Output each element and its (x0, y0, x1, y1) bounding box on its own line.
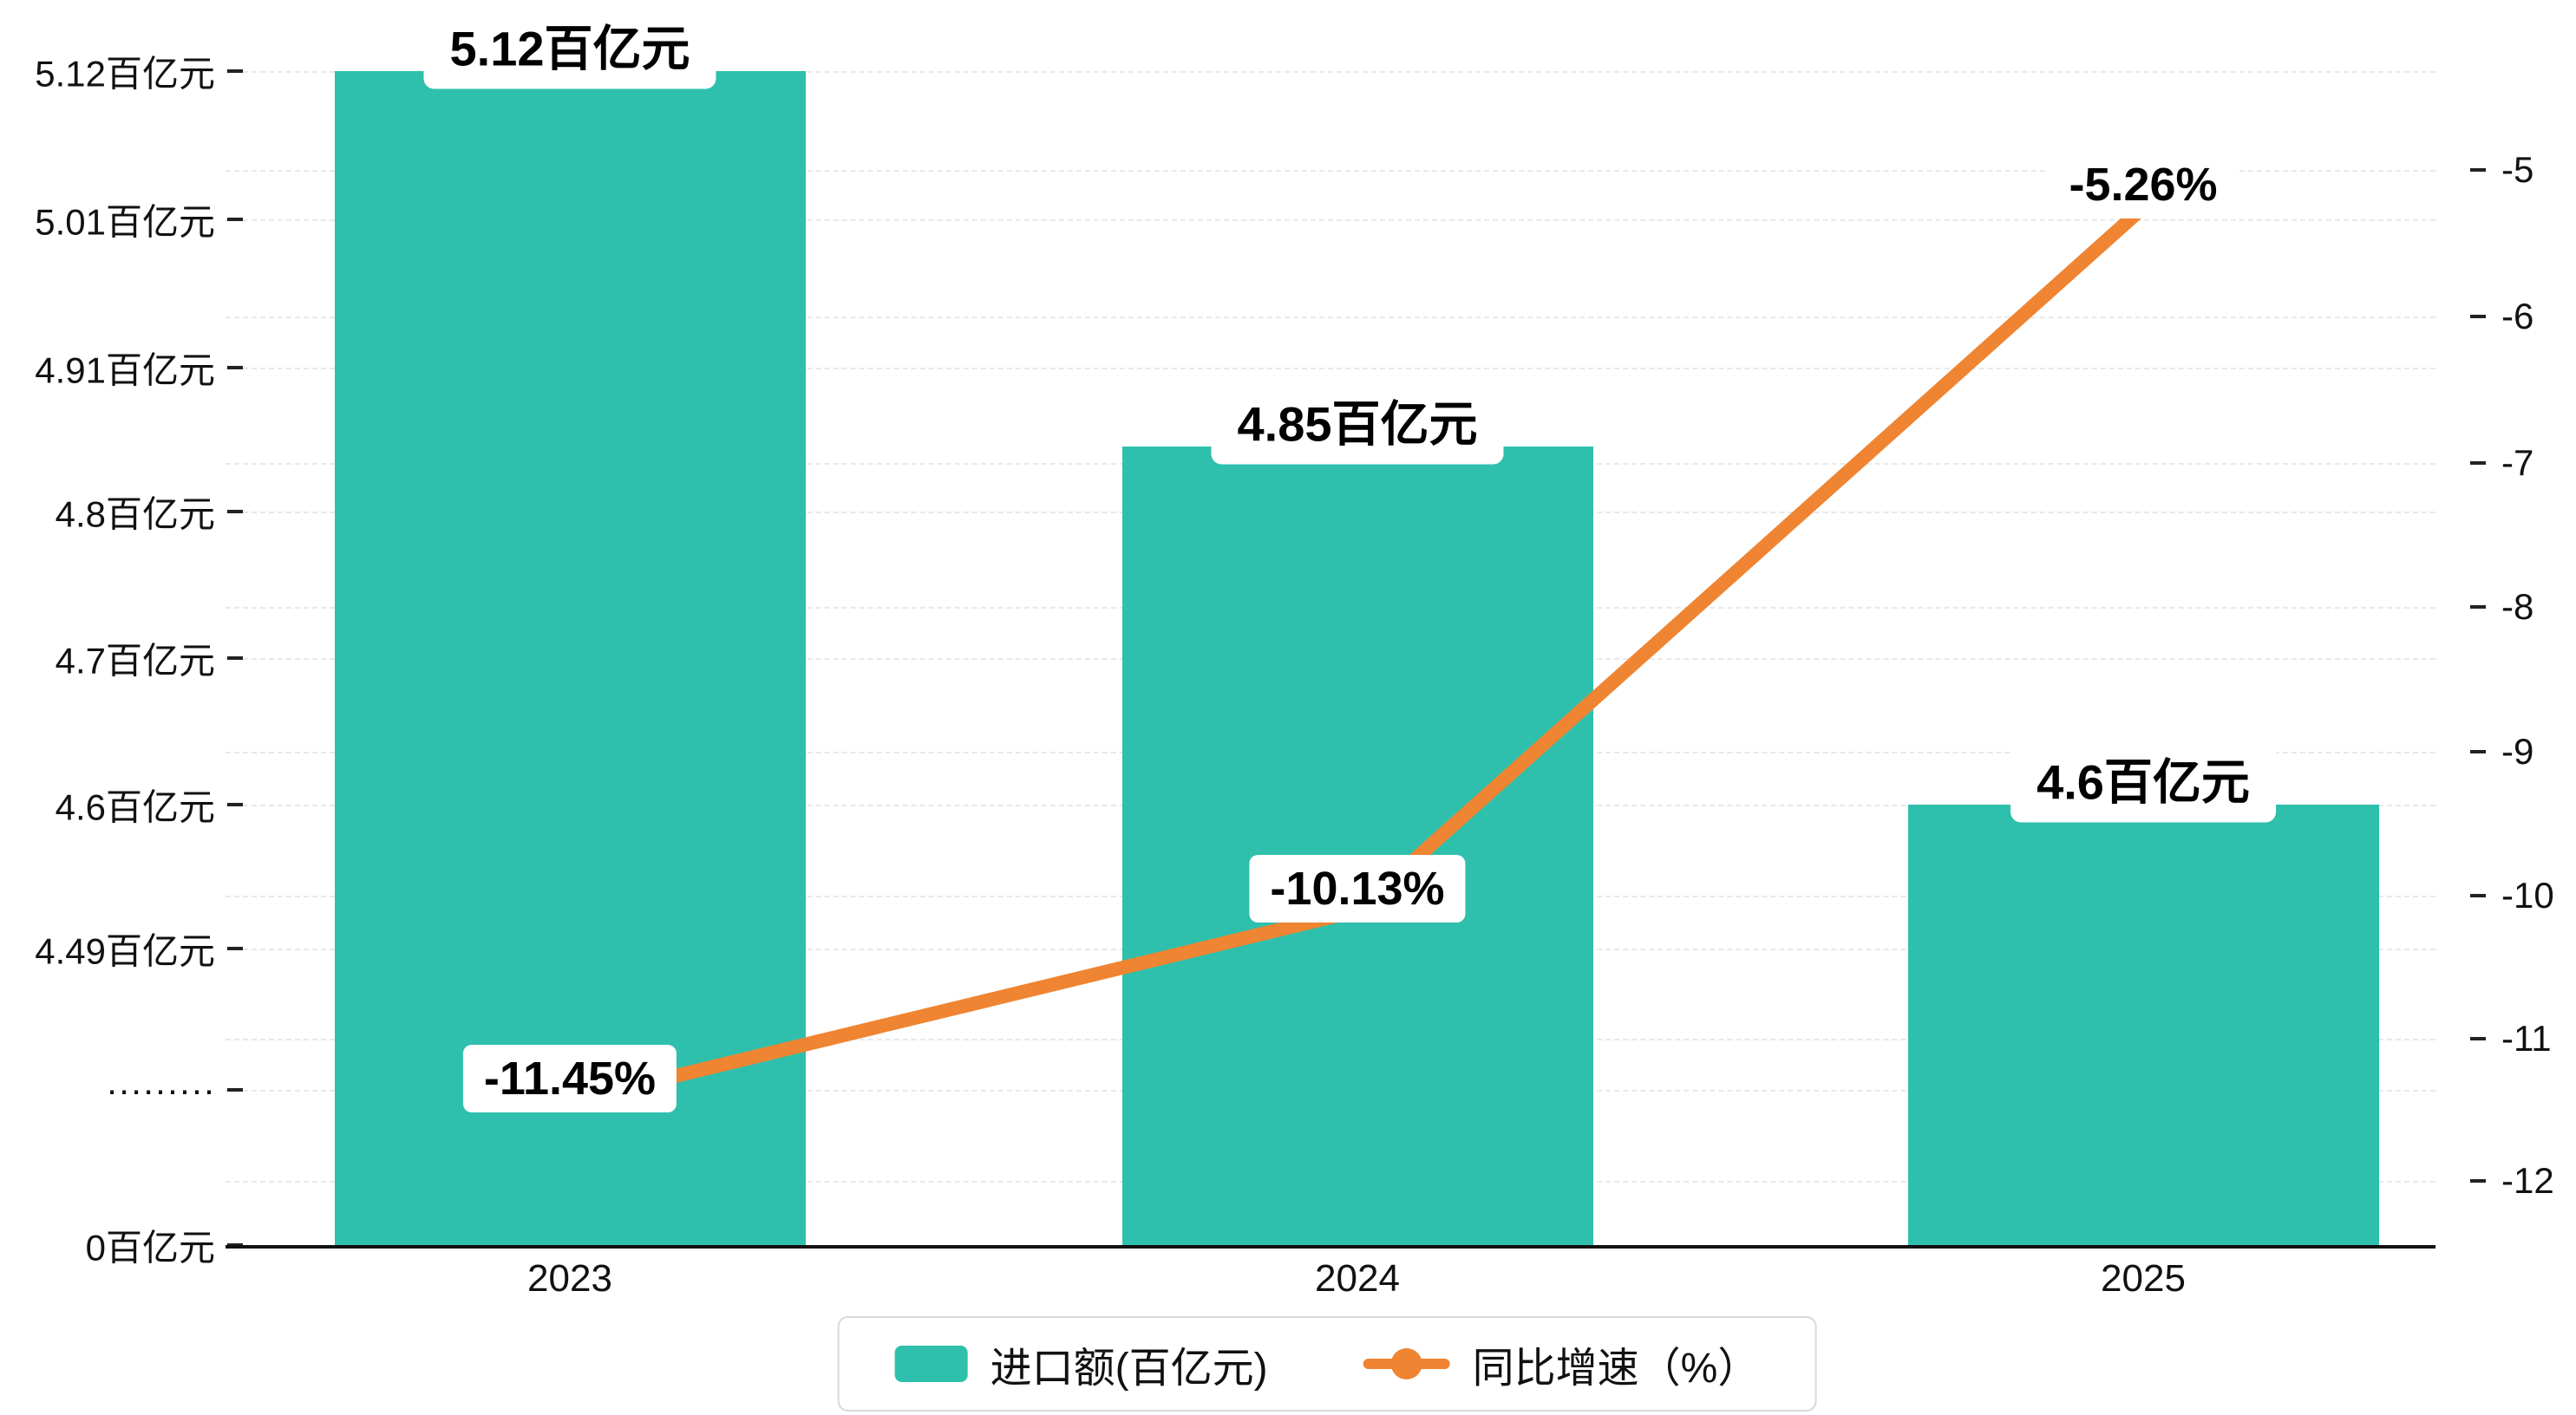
bar-2024[interactable] (1121, 446, 1593, 1245)
bar-value-label-2023: 5.12百亿元 (423, 1, 716, 89)
right-axis-tick-mark (2470, 461, 2486, 465)
right-axis-tick-label: -7 (2501, 442, 2534, 483)
left-axis-tick-mark (227, 366, 243, 369)
x-axis-label-2023: 2023 (527, 1257, 612, 1300)
right-axis-tick-label: -10 (2501, 875, 2554, 916)
left-axis-tick-mark (227, 510, 243, 513)
right-axis-tick-label: -9 (2501, 731, 2534, 772)
left-axis-tick-mark (227, 1088, 243, 1092)
line-value-label-2024: -10.13% (1249, 854, 1466, 923)
right-axis-tick-mark (2470, 1037, 2486, 1040)
line-series-swatch (1363, 1348, 1450, 1379)
legend-item-growth[interactable]: 同比增速（%） (1363, 1333, 1760, 1394)
left-axis-tick-label: 4.6百亿元 (55, 786, 215, 828)
right-axis-tick-mark (2470, 750, 2486, 753)
left-axis-tick-mark (227, 218, 243, 221)
left-axis-tick-mark (227, 803, 243, 806)
left-axis-tick-label: 4.91百亿元 (35, 349, 215, 391)
left-axis-tick-label: 5.01百亿元 (35, 201, 215, 243)
left-axis-tick-label: 4.7百亿元 (55, 640, 215, 681)
x-axis-label-2025: 2025 (2101, 1257, 2186, 1300)
right-axis-tick-label: -11 (2501, 1018, 2552, 1059)
right-axis-tick-label: -8 (2501, 586, 2534, 627)
bar-value-label-2024: 4.85百亿元 (1211, 376, 1504, 465)
left-axis-tick-label: 5.12百亿元 (35, 53, 215, 95)
bar-2025[interactable] (1907, 805, 2379, 1245)
left-axis-tick-mark (227, 947, 243, 950)
left-axis-tick-label: 0百亿元 (85, 1227, 215, 1268)
right-axis-tick-mark (2470, 168, 2486, 172)
left-axis-tick-mark (227, 656, 243, 660)
line-value-label-2023: -11.45% (462, 1045, 677, 1113)
right-axis-tick-label: -12 (2501, 1160, 2554, 1201)
left-axis-tick-label: ········· (106, 1069, 215, 1110)
right-axis-tick-label: -6 (2501, 296, 2534, 336)
right-axis-tick-mark (2470, 1179, 2486, 1183)
line-value-label-2025: -5.26% (2048, 151, 2239, 219)
gridline (226, 71, 2435, 73)
legend-item-imports[interactable]: 进口额(百亿元) (894, 1333, 1268, 1394)
bar-series-swatch (894, 1346, 968, 1382)
left-axis-tick-mark (227, 69, 243, 73)
gridline (226, 170, 2435, 172)
legend-label-growth: 同比增速（%） (1472, 1346, 1760, 1392)
bar-value-label-2025: 4.6百亿元 (2010, 734, 2276, 823)
left-axis-tick-label: 4.49百亿元 (35, 930, 215, 972)
right-axis-tick-mark (2470, 605, 2486, 609)
right-axis-tick-label: -5 (2501, 149, 2534, 190)
line-marker-icon (1390, 1348, 1422, 1379)
x-axis-label-2024: 2024 (1315, 1257, 1400, 1300)
legend-label-imports: 进口额(百亿元) (990, 1346, 1268, 1392)
right-axis-tick-mark (2470, 894, 2486, 897)
right-axis-tick-mark (2470, 315, 2486, 318)
x-axis-line (226, 1245, 2435, 1249)
left-axis-tick-label: 4.8百亿元 (55, 493, 215, 535)
chart-legend: 进口额(百亿元) 同比增速（%） (837, 1316, 1817, 1412)
